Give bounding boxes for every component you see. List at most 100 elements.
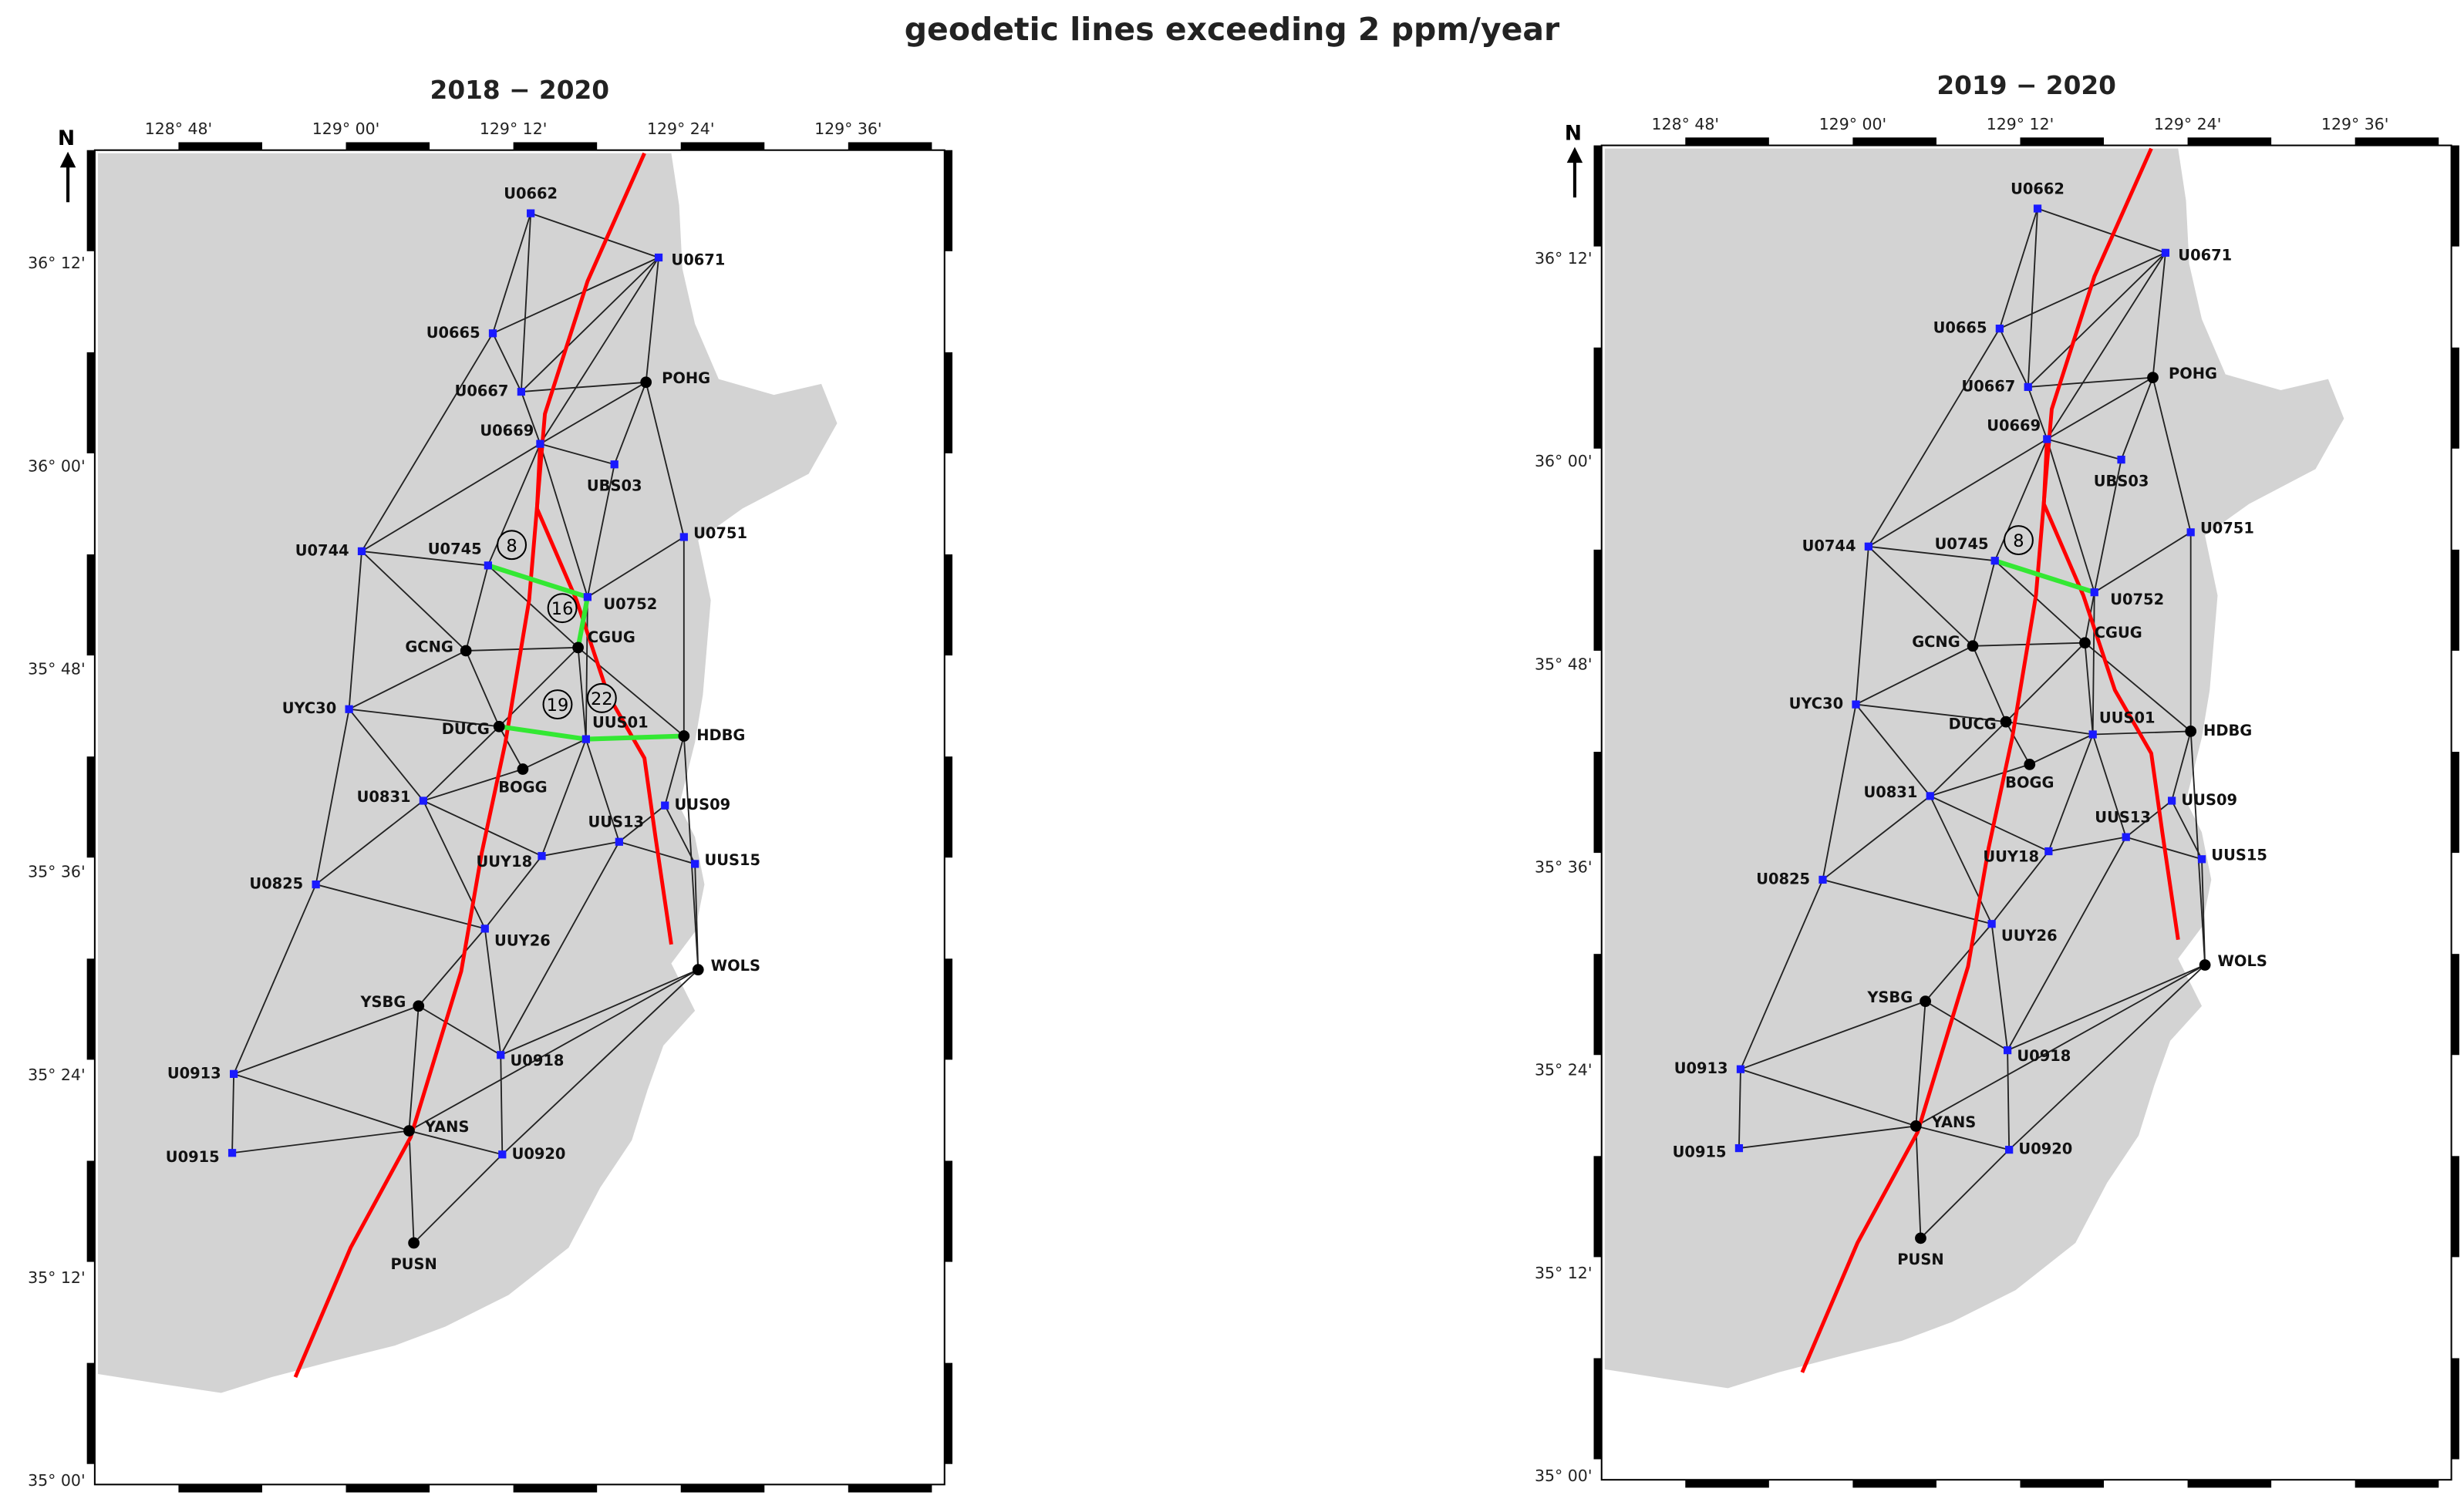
station-marker	[691, 860, 699, 868]
station-label: U0825	[1756, 870, 1810, 887]
station-label: U0913	[1674, 1059, 1728, 1077]
annotation-label: 22	[591, 689, 613, 709]
station-marker	[678, 730, 690, 742]
geodetic-line	[1972, 560, 1996, 647]
station-label: U0831	[357, 788, 411, 806]
station-marker	[1990, 557, 1999, 565]
station-marker	[413, 1000, 425, 1012]
geodetic-line	[520, 213, 532, 392]
geodetic-line	[585, 739, 620, 843]
geodetic-line	[586, 464, 615, 598]
lat-label: 35° 36'	[28, 863, 85, 881]
lon-label: 129° 00'	[312, 120, 379, 138]
geodetic-line	[539, 443, 588, 598]
lat-label: 36° 12'	[28, 254, 85, 272]
geodetic-line	[1924, 923, 1993, 1002]
geodetic-line	[413, 1153, 503, 1244]
geodetic-line	[1738, 1069, 1741, 1149]
station-marker	[1967, 640, 1979, 652]
geodetic-line	[1915, 964, 2206, 1127]
station-label: UUY18	[1983, 848, 2039, 866]
station-marker	[408, 1237, 420, 1249]
frame-bar	[2451, 1156, 2459, 1258]
geodetic-line	[2047, 438, 2122, 461]
frame-bar	[2451, 954, 2459, 1056]
annotation-circle	[542, 689, 573, 720]
station-marker	[1920, 995, 1931, 1007]
geodetic-line	[1868, 545, 1995, 562]
geodetic-line	[423, 800, 542, 857]
station-marker	[1926, 792, 1934, 800]
station-marker	[517, 387, 525, 396]
station-marker	[498, 1150, 507, 1159]
geodetic-line	[577, 647, 587, 739]
lat-label: 36° 12'	[1535, 249, 1592, 268]
geodetic-line	[2005, 642, 2086, 722]
geodetic-line	[1868, 438, 2048, 547]
station-marker	[2185, 726, 2197, 737]
station-marker	[403, 1125, 415, 1137]
fault-line	[1800, 147, 2153, 1373]
station-label: UUS09	[2181, 791, 2237, 809]
exceeding-line	[487, 563, 588, 600]
geodetic-line	[233, 1005, 420, 1075]
geodetic-line	[2171, 731, 2192, 801]
station-label: UUS01	[592, 714, 649, 732]
lon-label: 129° 12'	[480, 120, 547, 138]
geodetic-line	[521, 381, 646, 392]
geodetic-line	[1930, 721, 2007, 797]
station-marker	[527, 209, 535, 217]
geodetic-line	[1822, 704, 1857, 881]
frame-bar	[1593, 347, 1602, 449]
frame-bar	[1593, 1358, 1602, 1460]
station-marker	[692, 964, 704, 976]
station-label: UUY18	[476, 853, 532, 871]
geodetic-line	[2094, 531, 2192, 593]
geodetic-line	[349, 708, 500, 728]
fault-line	[293, 152, 646, 1379]
geodetic-line	[1740, 1000, 1926, 1070]
geodetic-line	[664, 736, 685, 806]
frame-bar	[848, 1484, 932, 1493]
panel-title: 2019 − 2020	[1936, 71, 2116, 100]
station-label: GCNG	[1912, 633, 1960, 651]
frame-bar	[86, 352, 95, 453]
station-marker	[2147, 372, 2159, 384]
geodetic-line	[2093, 459, 2122, 593]
geodetic-line	[2092, 592, 2095, 735]
frame-bar	[345, 1484, 430, 1493]
geodetic-line	[2027, 376, 2153, 388]
frame-bar	[178, 1484, 262, 1493]
station-marker	[2033, 204, 2042, 213]
geodetic-line	[539, 257, 659, 445]
lon-label: 128° 48'	[145, 120, 212, 138]
geodetic-line	[2048, 734, 2094, 852]
station-marker	[536, 439, 544, 448]
station-marker	[615, 837, 623, 846]
station-label: U0913	[167, 1064, 221, 1082]
frame-bar	[1852, 137, 1936, 146]
geodetic-line	[1855, 704, 1931, 796]
station-label: YSBG	[359, 993, 406, 1011]
geodetic-line	[492, 257, 659, 335]
station-marker	[2090, 588, 2098, 597]
station-label: POHG	[2169, 365, 2217, 382]
geodetic-line	[2092, 734, 2127, 837]
station-label: YSBG	[1866, 988, 1913, 1006]
geodetic-line	[500, 968, 699, 1056]
frame-bar	[680, 142, 765, 150]
station-marker	[2186, 528, 2195, 537]
frame-bar	[2187, 137, 2272, 146]
station-label: U0745	[428, 540, 482, 557]
geodetic-line	[2189, 731, 2206, 965]
geodetic-line	[498, 647, 579, 727]
geodetic-line	[2048, 836, 2126, 852]
station-label: YANS	[424, 1118, 470, 1136]
geodetic-line	[2008, 964, 2206, 1150]
station-marker	[1864, 542, 1872, 551]
frame-bar	[1685, 137, 1769, 146]
north-arrowhead	[1566, 146, 1583, 163]
geodetic-line	[520, 391, 541, 444]
geodetic-line	[487, 443, 541, 566]
station-label: U0671	[2178, 246, 2232, 264]
